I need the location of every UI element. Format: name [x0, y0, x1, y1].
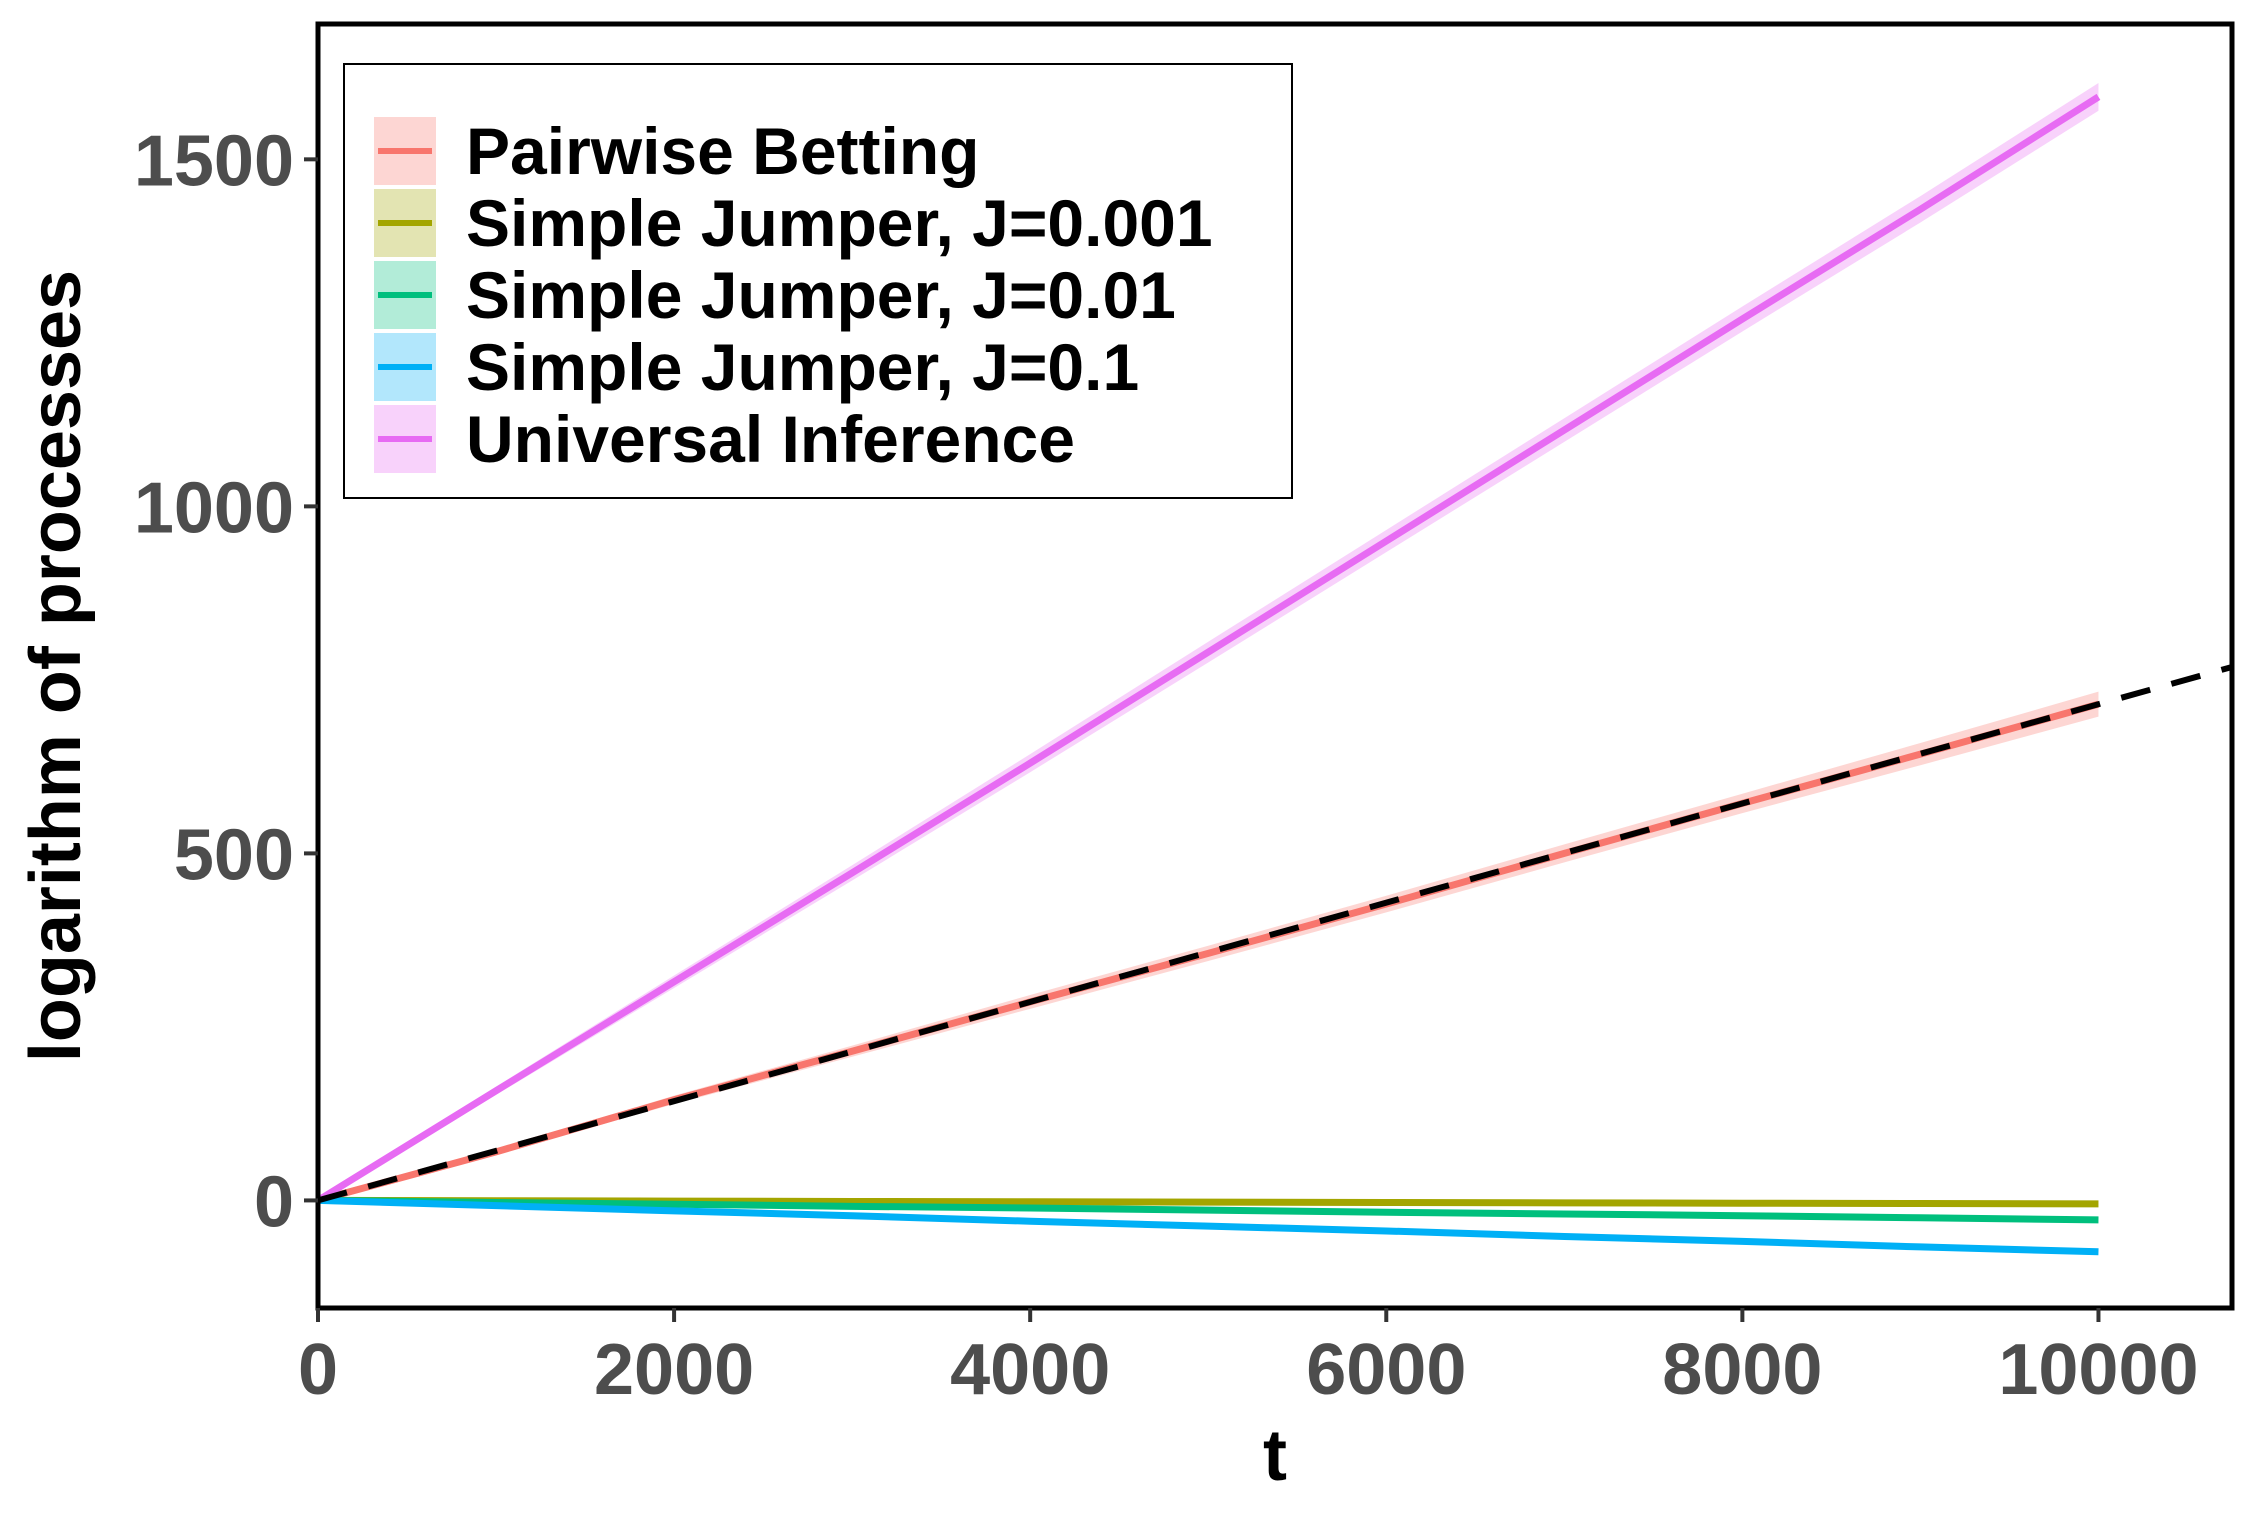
y-tick-label: 1500 — [134, 121, 294, 201]
x-tick-label: 10000 — [1998, 1330, 2198, 1410]
legend-box — [343, 63, 1293, 499]
y-axis-ticks: 0 500 1000 1500 — [134, 121, 318, 1242]
legend-label: Universal Inference — [466, 402, 1075, 476]
y-tick-label: 500 — [174, 815, 294, 895]
y-axis-title: logarithm of processes — [16, 270, 96, 1062]
line-series-2 — [317, 1196, 2099, 1224]
line-series-0 — [317, 700, 2100, 1204]
reference-dashed-line — [317, 664, 2233, 1204]
band-series-4 — [318, 82, 2099, 1201]
line-series-4 — [316, 93, 2101, 1204]
x-tick-label: 0 — [298, 1330, 338, 1410]
legend-label: Pairwise Betting — [466, 114, 979, 188]
line-series-3 — [317, 1196, 2099, 1256]
y-tick-label: 0 — [254, 1162, 294, 1242]
reference-line-group — [317, 664, 2233, 1204]
series-lines — [316, 93, 2101, 1256]
y-tick-label: 1000 — [134, 468, 294, 548]
x-tick-label: 6000 — [1306, 1330, 1466, 1410]
x-axis-ticks: 0 2000 4000 6000 8000 10000 — [298, 1308, 2199, 1410]
x-tick-label: 2000 — [594, 1330, 754, 1410]
legend-label: Simple Jumper, J=0.01 — [466, 258, 1176, 332]
x-axis-title: t — [1263, 1416, 1287, 1496]
legend-label: Simple Jumper, J=0.001 — [466, 186, 1213, 260]
legend-label: Simple Jumper, J=0.1 — [466, 330, 1139, 404]
x-tick-label: 8000 — [1662, 1330, 1822, 1410]
x-tick-label: 4000 — [950, 1330, 1110, 1410]
plot-panel-border — [315, 21, 2235, 1311]
